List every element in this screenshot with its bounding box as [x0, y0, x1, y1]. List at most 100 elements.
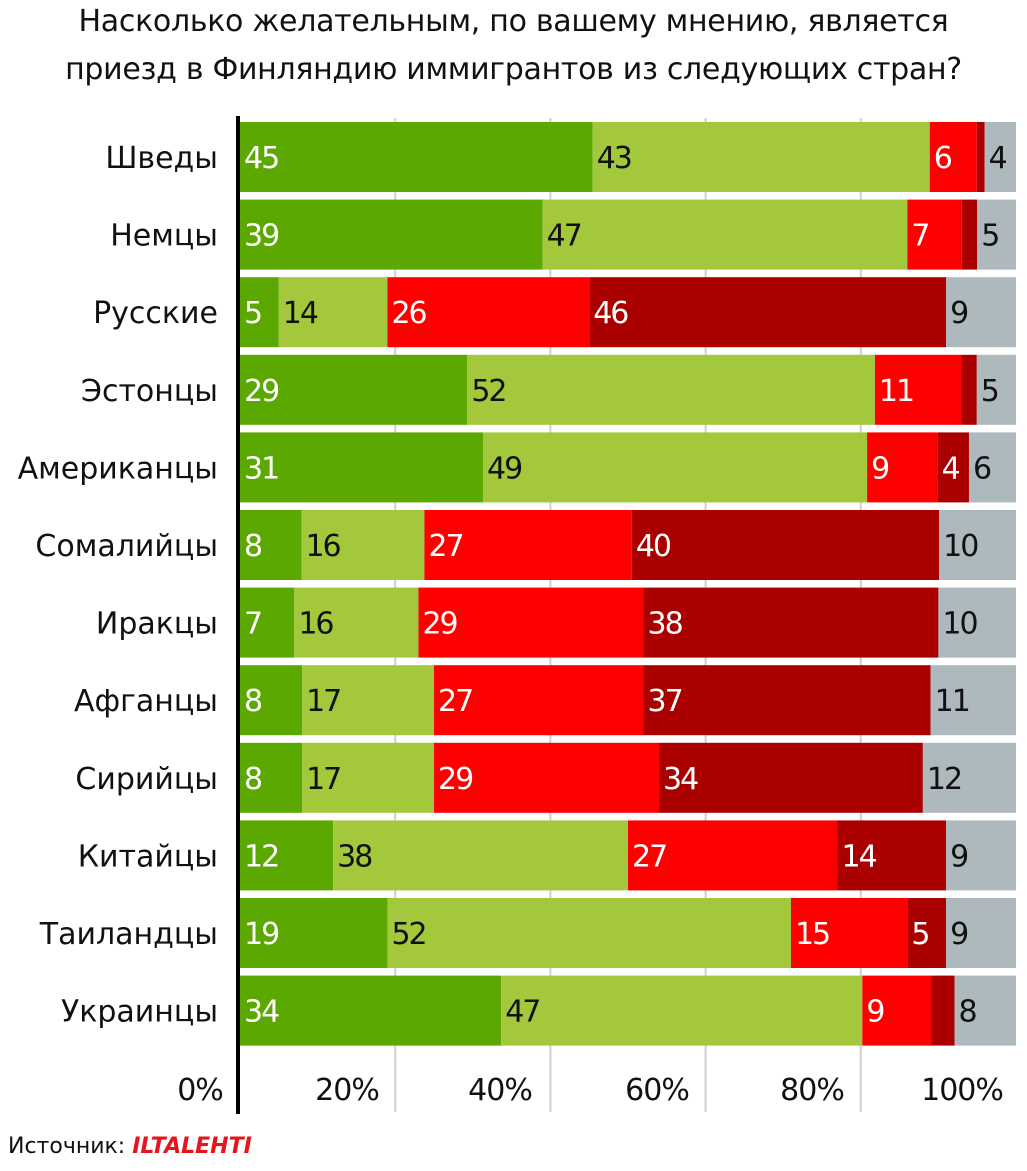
data-label: 15 [795, 917, 829, 952]
category-label: Сомалийцы [35, 529, 218, 564]
bar-segment [387, 898, 791, 968]
data-label: 11 [879, 374, 913, 409]
data-label: 8 [244, 762, 262, 797]
bar-segment [659, 742, 923, 813]
bar-segment [589, 277, 947, 348]
bar-segment [862, 975, 932, 1046]
bar-segment [240, 820, 334, 891]
data-label: 27 [428, 529, 462, 564]
bar-segment [301, 510, 425, 580]
bar-segment [946, 820, 1016, 891]
category-label: Немцы [110, 219, 218, 254]
bar-segment [628, 820, 838, 891]
bar-segment [976, 122, 985, 192]
data-label: 46 [593, 296, 628, 331]
bar-segment [240, 277, 279, 348]
data-label: 9 [950, 917, 967, 952]
data-label: 4 [989, 141, 1007, 176]
data-label: 14 [842, 839, 877, 874]
bar-segment [930, 665, 1016, 736]
bar-segment [294, 587, 419, 658]
bar-segment [467, 354, 875, 425]
data-label: 7 [911, 219, 928, 254]
bar-segment [501, 975, 863, 1046]
bar-segment [631, 510, 940, 580]
data-label: 26 [391, 296, 426, 331]
data-label: 9 [950, 839, 967, 874]
bar-segment [837, 820, 947, 891]
data-label: 29 [422, 607, 456, 642]
bar-segment [643, 665, 931, 736]
data-label: 39 [244, 219, 278, 254]
bar-segment [907, 898, 947, 968]
data-label: 10 [942, 607, 977, 642]
data-label: 47 [547, 219, 581, 254]
data-label: 12 [927, 762, 961, 797]
data-label: 47 [505, 995, 539, 1030]
data-label: 34 [244, 995, 279, 1030]
bar-segment [482, 432, 868, 503]
data-label: 16 [305, 529, 340, 564]
bar-segment [240, 510, 302, 580]
bar-segment [643, 587, 939, 658]
bar-segment [931, 975, 955, 1046]
x-tick-label: 80% [780, 1073, 844, 1108]
bar-segment [434, 665, 644, 736]
source-label: Источник: [8, 1134, 126, 1159]
bar-segment [961, 354, 977, 425]
x-tick-label: 0% [177, 1073, 223, 1108]
data-label: 38 [337, 839, 372, 874]
data-label: 29 [244, 374, 278, 409]
data-label: 7 [244, 607, 261, 642]
bar-segment [939, 510, 1016, 580]
data-label: 37 [648, 684, 682, 719]
data-label: 19 [244, 917, 278, 952]
data-label: 9 [871, 451, 888, 486]
bar-segment [922, 742, 1016, 813]
bar-segment [790, 898, 908, 968]
bar-segment [240, 898, 388, 968]
x-tick-label: 100% [921, 1073, 1003, 1108]
data-label: 10 [943, 529, 978, 564]
data-label: 27 [438, 684, 472, 719]
x-tick-label: 40% [468, 1073, 532, 1108]
bar-segment [240, 742, 303, 813]
bar-segment [946, 898, 1016, 968]
data-label: 31 [244, 451, 278, 486]
bar-segment [874, 354, 962, 425]
bar-segment [240, 122, 593, 192]
source-note: Источник: ILTALEHTI [8, 1134, 252, 1159]
bar-segment [977, 199, 1016, 270]
chart-title-line-1: Насколько желательным, по вашему мнению,… [78, 4, 949, 39]
bar-segment [434, 742, 660, 813]
bar-segment [240, 199, 543, 270]
data-label: 16 [298, 607, 333, 642]
source-name: ILTALEHTI [132, 1134, 252, 1159]
bar-segment [907, 199, 962, 270]
data-label: 14 [283, 296, 318, 331]
category-label: Украинцы [61, 995, 218, 1030]
bar-segment [954, 975, 1016, 1046]
data-label: 49 [487, 451, 521, 486]
bar-segment [938, 587, 1016, 658]
data-label: 6 [934, 141, 952, 176]
data-label: 5 [981, 219, 998, 254]
x-tick-label: 20% [315, 1073, 379, 1108]
data-label: 11 [935, 684, 969, 719]
data-label: 27 [632, 839, 666, 874]
bar-segment [240, 665, 303, 736]
bar-segment [240, 432, 483, 503]
bar-segment [929, 122, 977, 192]
chart-title-line-2: приезд в Финляндию иммигрантов из следую… [65, 52, 962, 87]
data-label: 9 [866, 995, 883, 1030]
category-label: Шведы [105, 141, 218, 176]
bar-segment [240, 587, 295, 658]
category-label: Эстонцы [81, 374, 218, 409]
data-label: 8 [959, 995, 977, 1030]
category-label: Таиландцы [39, 917, 218, 952]
data-label: 17 [306, 684, 340, 719]
category-label: Китайцы [78, 839, 218, 874]
bar-segment [302, 742, 434, 813]
